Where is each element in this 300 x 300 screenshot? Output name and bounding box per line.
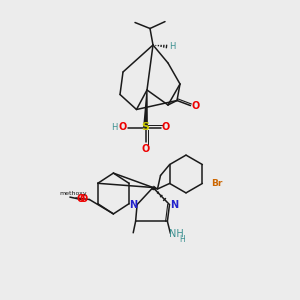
Text: O: O xyxy=(118,122,127,132)
Text: S: S xyxy=(142,122,149,133)
Text: O: O xyxy=(141,143,150,154)
Text: O: O xyxy=(192,100,200,111)
Text: H: H xyxy=(179,235,185,244)
Text: O: O xyxy=(77,194,85,204)
Text: Br: Br xyxy=(212,179,223,188)
Text: NH: NH xyxy=(169,229,184,239)
Text: N: N xyxy=(129,200,137,210)
Polygon shape xyxy=(152,185,158,190)
Text: N: N xyxy=(169,200,178,210)
Text: H: H xyxy=(111,123,118,132)
Text: O: O xyxy=(80,194,88,205)
Text: H: H xyxy=(169,42,175,51)
Text: O: O xyxy=(162,122,170,132)
Text: methoxy: methoxy xyxy=(60,191,87,196)
Polygon shape xyxy=(143,90,148,128)
